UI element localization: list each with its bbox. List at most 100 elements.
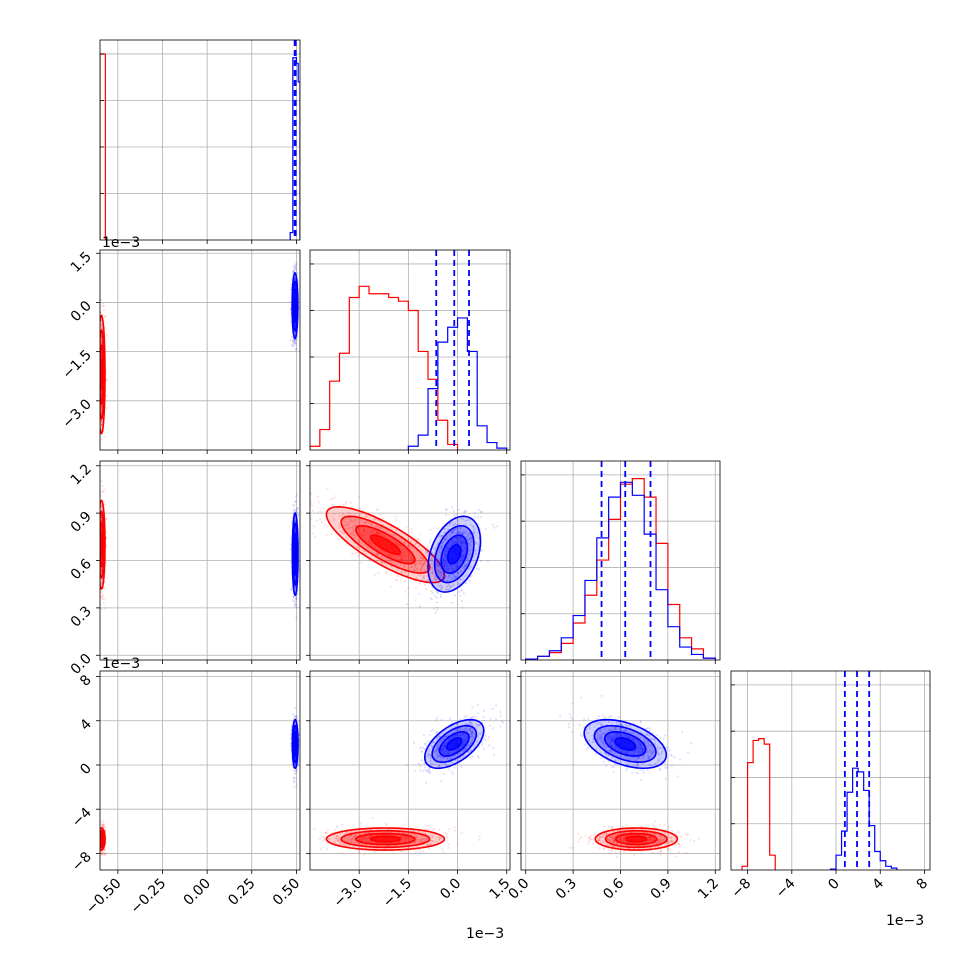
- scatter-point: [336, 537, 340, 540]
- scatter-point: [363, 537, 366, 540]
- scatter-point: [97, 384, 99, 386]
- scatter-point: [100, 516, 103, 519]
- scatter-point: [98, 552, 100, 554]
- scatter-point: [436, 606, 439, 609]
- scatter-point: [102, 458, 104, 460]
- scatter-point: [100, 480, 103, 483]
- scatter-point: [320, 521, 323, 524]
- scatter-point: [343, 524, 346, 527]
- scatter-point: [379, 526, 382, 530]
- scatter-point: [377, 519, 380, 522]
- scatter-point: [100, 519, 103, 522]
- scatter-point: [98, 541, 100, 543]
- scatter-point: [419, 574, 422, 577]
- scatter-point: [369, 542, 373, 545]
- scatter-point: [293, 266, 296, 270]
- scatter-point: [316, 495, 320, 498]
- scatter-point: [406, 544, 409, 548]
- scatter-point: [345, 521, 348, 524]
- scatter-point: [377, 572, 380, 575]
- scatter-point: [97, 851, 99, 853]
- scatter-point: [331, 503, 334, 507]
- scatter-point: [98, 840, 100, 842]
- scatter-point: [426, 545, 429, 548]
- scatter-point: [296, 506, 299, 510]
- scatter-point: [427, 547, 430, 550]
- scatter-point: [98, 830, 100, 832]
- scatter-point: [349, 520, 352, 523]
- scatter-point: [98, 363, 100, 365]
- scatter-point: [100, 503, 103, 506]
- scatter-point: [97, 549, 99, 551]
- scatter-point: [97, 382, 99, 384]
- scatter-point: [390, 559, 393, 563]
- scatter-point: [332, 517, 335, 520]
- scatter-point: [436, 527, 439, 530]
- scatter-point: [420, 556, 424, 559]
- scatter-point: [360, 534, 363, 537]
- scatter-point: [416, 570, 419, 573]
- scatter-point: [294, 500, 297, 503]
- scatter-point: [291, 343, 294, 346]
- scatter-point: [401, 555, 404, 558]
- scatter-point: [289, 588, 292, 591]
- scatter-point: [98, 552, 100, 554]
- scatter-point: [293, 339, 296, 342]
- scatter-point: [375, 532, 378, 535]
- density-contour-red: [100, 499, 106, 590]
- scatter-point: [294, 603, 297, 606]
- scatter-point: [402, 564, 406, 567]
- scatter-point: [98, 557, 100, 559]
- scatter-point: [380, 561, 383, 564]
- density-contour-blue: [292, 522, 299, 586]
- scatter-point: [319, 517, 322, 521]
- scatter-point: [98, 838, 100, 840]
- scatter-point: [97, 568, 99, 570]
- scatter-point: [349, 501, 353, 504]
- scatter-point: [294, 342, 297, 345]
- scatter-point: [396, 542, 399, 545]
- scatter-point: [98, 837, 100, 839]
- scatter-point: [103, 316, 106, 319]
- scatter-point: [372, 529, 375, 532]
- scatter-point: [395, 578, 398, 582]
- scatter-point: [401, 558, 404, 561]
- scatter-point: [361, 533, 364, 536]
- scatter-point: [97, 831, 99, 833]
- scatter-point: [293, 338, 297, 341]
- scatter-point: [435, 601, 438, 604]
- scatter-point: [95, 839, 97, 841]
- scatter-point: [376, 558, 379, 562]
- scatter-point: [105, 379, 108, 382]
- scatter-point: [338, 504, 342, 507]
- scatter-point: [97, 360, 99, 362]
- scatter-point: [453, 594, 456, 597]
- scatter-point: [98, 415, 100, 417]
- scatter-point: [369, 530, 372, 533]
- scatter-point: [295, 509, 298, 512]
- scatter-point: [289, 548, 292, 551]
- scatter-point: [352, 529, 355, 532]
- scatter-point: [365, 520, 368, 523]
- scatter-point: [350, 505, 353, 508]
- scatter-point: [103, 823, 106, 826]
- scatter-point: [105, 334, 108, 337]
- scatter-point: [97, 517, 99, 519]
- scatter-point: [97, 536, 99, 538]
- scatter-point: [97, 835, 99, 837]
- scatter-point: [424, 561, 427, 564]
- histogram-red-3: [741, 738, 776, 870]
- scatter-point: [100, 578, 102, 581]
- scatter-point: [419, 560, 422, 563]
- scatter-point: [365, 521, 368, 524]
- scatter-point: [98, 527, 100, 529]
- scatter-point: [410, 557, 414, 560]
- scatter-point: [97, 553, 99, 555]
- scatter-point: [100, 505, 103, 508]
- scatter-point: [438, 539, 441, 542]
- histogram-blue-2: [525, 481, 716, 660]
- scatter-point: [353, 524, 356, 527]
- scatter-point: [310, 504, 313, 507]
- scatter-point: [351, 531, 354, 534]
- scatter-point: [358, 496, 361, 499]
